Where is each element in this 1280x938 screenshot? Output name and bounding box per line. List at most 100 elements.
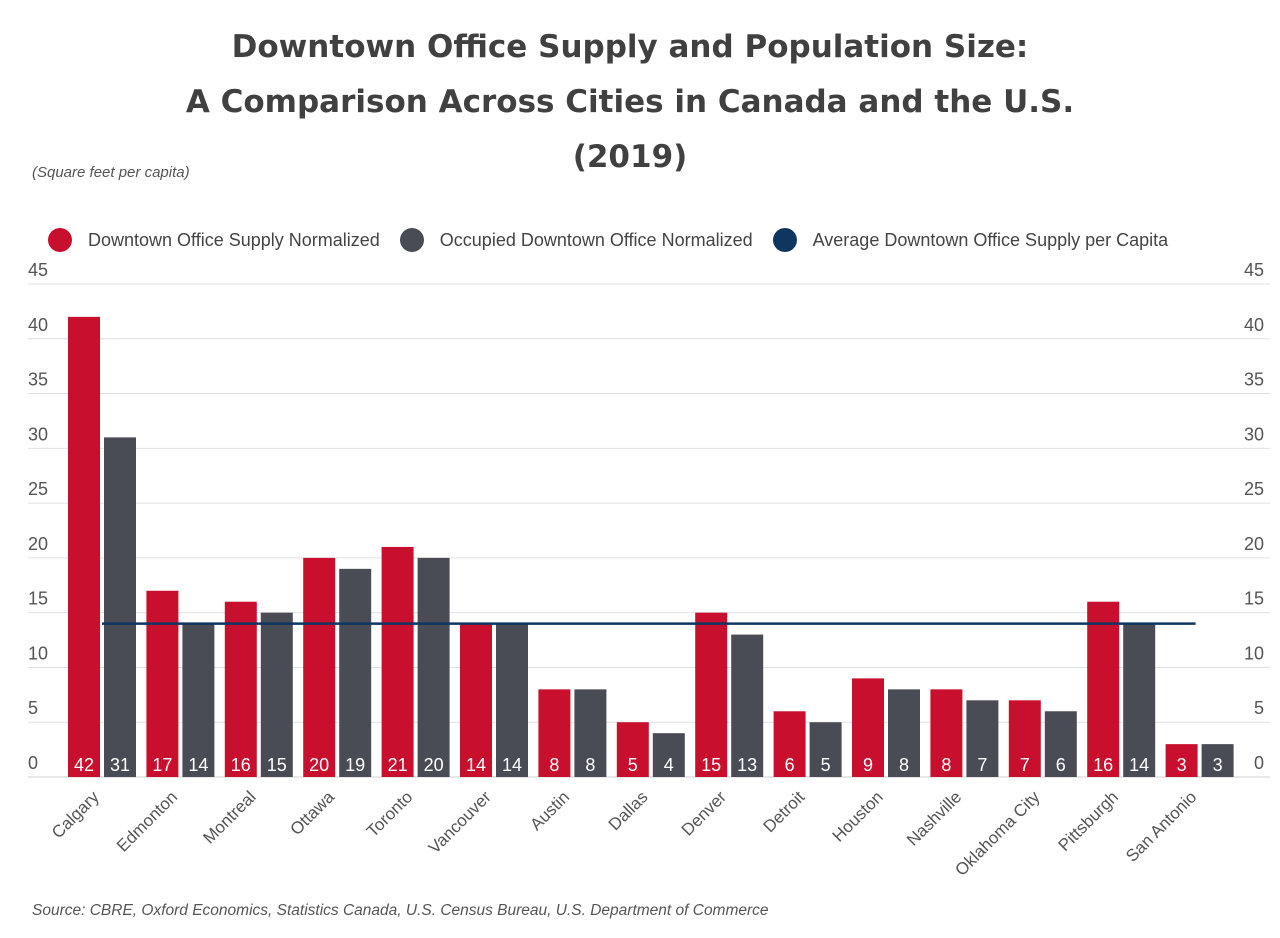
units-label: (Square feet per capita) bbox=[32, 164, 190, 181]
y-tick-label-right-15: 15 bbox=[1244, 589, 1264, 609]
data-label-supply-calgary: 42 bbox=[74, 755, 94, 775]
data-label-occupied-vancouver: 14 bbox=[502, 755, 522, 775]
bar-occupied-vancouver bbox=[496, 623, 528, 777]
data-label-occupied-calgary: 31 bbox=[110, 755, 130, 775]
legend: Downtown Office Supply Normalized Occupi… bbox=[48, 228, 1188, 252]
bar-supply-san-antonio bbox=[1165, 744, 1198, 777]
y-tick-label-right-40: 40 bbox=[1244, 315, 1264, 335]
x-tick-label-calgary: Calgary bbox=[48, 787, 103, 842]
bar-supply-houston bbox=[852, 678, 884, 777]
y-tick-label-left-25: 25 bbox=[28, 479, 48, 499]
x-tick-label-denver: Denver bbox=[678, 787, 730, 839]
data-label-occupied-dallas: 4 bbox=[664, 755, 674, 775]
data-label-occupied-montreal: 15 bbox=[267, 755, 287, 775]
x-tick-label-vancouver: Vancouver bbox=[425, 787, 495, 857]
y-tick-label-right-10: 10 bbox=[1244, 643, 1264, 663]
y-tick-label-right-25: 25 bbox=[1244, 479, 1264, 499]
bar-supply-pittsburgh bbox=[1087, 601, 1120, 777]
bar-supply-edmonton bbox=[146, 590, 179, 777]
data-label-supply-pittsburgh: 16 bbox=[1093, 755, 1113, 775]
y-tick-label-left-35: 35 bbox=[28, 370, 48, 390]
data-label-supply-houston: 9 bbox=[863, 755, 873, 775]
y-tick-label-left-10: 10 bbox=[28, 643, 48, 663]
bar-occupied-nashville bbox=[966, 700, 999, 777]
data-label-occupied-denver: 13 bbox=[737, 755, 757, 775]
data-label-supply-ottawa: 20 bbox=[309, 755, 329, 775]
legend-marker-supply bbox=[48, 228, 72, 252]
bar-supply-austin bbox=[538, 689, 571, 777]
y-tick-label-left-20: 20 bbox=[28, 534, 48, 554]
y-tick-label-left-0: 0 bbox=[28, 753, 38, 773]
y-tick-label-right-35: 35 bbox=[1244, 370, 1264, 390]
bar-occupied-detroit bbox=[809, 722, 842, 777]
y-tick-label-left-40: 40 bbox=[28, 315, 48, 335]
bar-occupied-toronto bbox=[417, 557, 450, 777]
bar-occupied-montreal bbox=[260, 612, 293, 777]
bar-supply-oklahoma-city bbox=[1008, 700, 1041, 777]
data-label-supply-edmonton: 17 bbox=[152, 755, 172, 775]
data-label-supply-vancouver: 14 bbox=[466, 755, 486, 775]
data-label-supply-nashville: 8 bbox=[941, 755, 951, 775]
legend-label-supply: Downtown Office Supply Normalized bbox=[88, 229, 380, 250]
data-label-supply-austin: 8 bbox=[549, 755, 559, 775]
bar-occupied-houston bbox=[888, 689, 920, 777]
data-label-occupied-houston: 8 bbox=[899, 755, 909, 775]
bar-supply-ottawa bbox=[303, 557, 336, 777]
x-tick-label-austin: Austin bbox=[526, 787, 573, 834]
data-label-occupied-edmonton: 14 bbox=[188, 755, 208, 775]
bar-supply-montreal bbox=[224, 601, 257, 777]
data-label-supply-denver: 15 bbox=[701, 755, 721, 775]
y-tick-label-left-5: 5 bbox=[28, 698, 38, 718]
y-tick-label-left-30: 30 bbox=[28, 424, 48, 444]
data-label-occupied-pittsburgh: 14 bbox=[1129, 755, 1149, 775]
x-tick-label-pittsburgh: Pittsburgh bbox=[1054, 787, 1122, 855]
x-tick-label-ottawa: Ottawa bbox=[287, 787, 339, 839]
data-label-supply-dallas: 5 bbox=[628, 755, 638, 775]
data-label-occupied-ottawa: 19 bbox=[345, 755, 365, 775]
chart-title-line-3: (2019) bbox=[572, 139, 688, 175]
data-label-occupied-detroit: 5 bbox=[821, 755, 831, 775]
data-label-occupied-san-antonio: 3 bbox=[1213, 755, 1223, 775]
y-tick-label-right-0: 0 bbox=[1254, 753, 1264, 773]
chart-title-line-2: A Comparison Across Cities in Canada and… bbox=[185, 84, 1075, 120]
bar-occupied-calgary bbox=[104, 437, 136, 777]
data-label-occupied-austin: 8 bbox=[585, 755, 595, 775]
bar-occupied-denver bbox=[731, 634, 764, 777]
bar-occupied-dallas bbox=[652, 733, 685, 777]
y-tick-label-left-45: 45 bbox=[28, 260, 48, 280]
chart-title-line-1: Downtown Office Supply and Population Si… bbox=[231, 29, 1029, 65]
x-tick-label-san-antonio: San Antonio bbox=[1122, 787, 1200, 865]
data-label-supply-oklahoma-city: 7 bbox=[1020, 755, 1030, 775]
legend-item-supply: Downtown Office Supply Normalized bbox=[48, 228, 380, 252]
source-note: Source: CBRE, Oxford Economics, Statisti… bbox=[32, 902, 769, 919]
y-tick-label-right-20: 20 bbox=[1244, 534, 1264, 554]
x-tick-label-nashville: Nashville bbox=[903, 787, 965, 849]
legend-marker-average bbox=[772, 228, 797, 252]
legend-marker-occupied bbox=[399, 228, 424, 252]
bar-supply-nashville bbox=[930, 689, 963, 777]
x-tick-label-edmonton: Edmonton bbox=[113, 787, 181, 855]
data-label-occupied-nashville: 7 bbox=[977, 755, 987, 775]
data-label-supply-toronto: 21 bbox=[388, 755, 408, 775]
bar-supply-calgary bbox=[68, 316, 100, 777]
x-tick-label-houston: Houston bbox=[829, 787, 887, 845]
y-tick-label-right-5: 5 bbox=[1254, 698, 1264, 718]
bar-occupied-san-antonio bbox=[1201, 744, 1234, 777]
legend-item-average: Average Downtown Office Supply per Capit… bbox=[772, 228, 1168, 252]
bar-occupied-pittsburgh bbox=[1123, 623, 1156, 777]
data-label-supply-san-antonio: 3 bbox=[1177, 755, 1187, 775]
data-label-supply-detroit: 6 bbox=[785, 755, 795, 775]
bar-occupied-austin bbox=[574, 689, 607, 777]
y-tick-label-right-30: 30 bbox=[1244, 424, 1264, 444]
x-tick-label-toronto: Toronto bbox=[363, 787, 417, 841]
bar-supply-denver bbox=[695, 612, 728, 777]
x-tick-label-dallas: Dallas bbox=[605, 787, 652, 834]
x-tick-label-montreal: Montreal bbox=[199, 787, 259, 847]
bar-supply-toronto bbox=[381, 546, 414, 777]
data-label-supply-montreal: 16 bbox=[231, 755, 251, 775]
chart-title: Downtown Office Supply and Population Si… bbox=[0, 20, 1260, 185]
x-tick-label-detroit: Detroit bbox=[760, 787, 809, 836]
legend-label-occupied: Occupied Downtown Office Normalized bbox=[439, 229, 753, 250]
bar-occupied-ottawa bbox=[339, 568, 372, 777]
